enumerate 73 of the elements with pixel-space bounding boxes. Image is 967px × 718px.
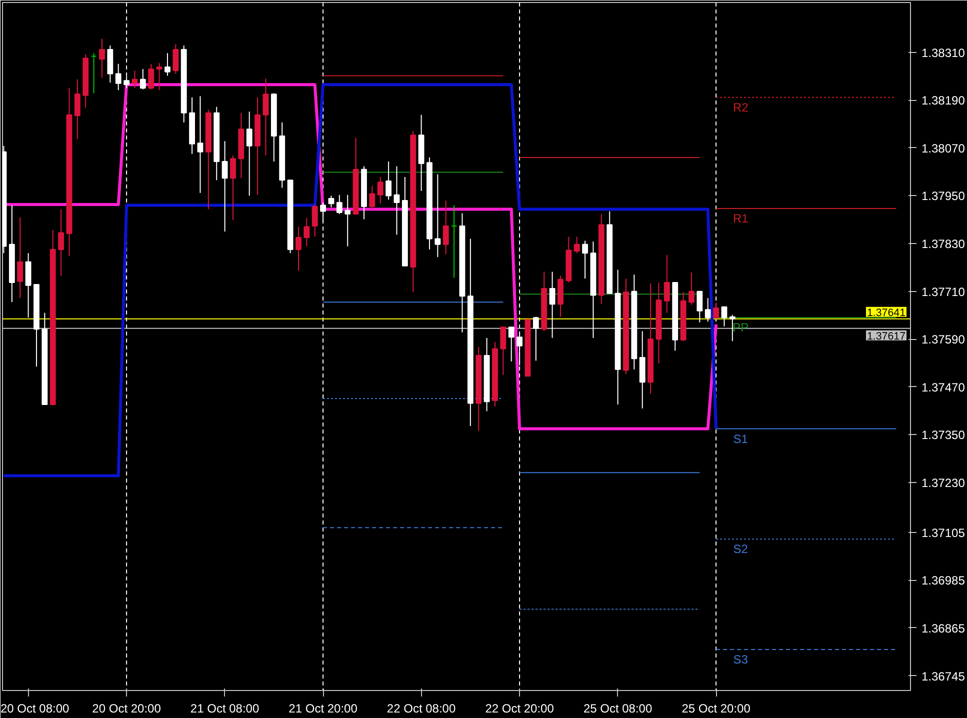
y-tick-label: 1.37470: [922, 380, 966, 394]
y-tick-label: 1.37590: [922, 332, 966, 347]
candlestick: [74, 78, 80, 140]
candlestick: [336, 194, 342, 215]
ref-line-label: 1.37617: [866, 330, 906, 342]
candlestick: [246, 111, 252, 196]
candlestick: [164, 52, 170, 76]
y-tick-label: 1.37950: [922, 189, 966, 204]
y-tick-label: 1.36865: [922, 621, 966, 636]
candlestick: [197, 96, 204, 194]
candlestick: [721, 306, 728, 327]
candlestick: [90, 52, 97, 94]
candlestick: [713, 302, 719, 320]
candlestick: [369, 185, 376, 210]
ref-line-label: 1.37641: [866, 306, 906, 319]
candlestick: [582, 240, 588, 280]
x-tick-label: 22 Oct 08:00: [386, 702, 456, 716]
candlestick: [132, 70, 138, 89]
annotation: R2: [732, 100, 749, 114]
candlestick: [344, 194, 351, 247]
candlestick: [99, 38, 105, 78]
annotation: R1: [732, 211, 749, 226]
candlestick: [574, 236, 580, 254]
candlestick: [508, 326, 514, 362]
candlestick: [172, 44, 179, 74]
y-tick-label: 1.37350: [922, 428, 966, 442]
candlestick: [664, 254, 670, 314]
candlestick: [148, 63, 154, 90]
x-tick-label: 21 Oct 20:00: [288, 702, 358, 716]
candlestick: [115, 63, 122, 91]
y-tick-label: 1.38310: [922, 46, 966, 60]
candlestick: [688, 272, 694, 306]
candlestick: [532, 316, 539, 362]
x-tick-label: 20 Oct 08:00: [0, 702, 70, 716]
annotation: S3: [733, 652, 748, 666]
candlestick: [442, 200, 449, 255]
x-tick-label: 21 Oct 08:00: [190, 702, 260, 716]
candlestick: [386, 160, 392, 200]
candlestick: [729, 314, 736, 342]
y-tick-label: 1.38070: [922, 141, 966, 156]
candlestick: [549, 271, 556, 338]
annotation: S1: [733, 432, 748, 446]
y-tick-label: 1.37105: [922, 526, 966, 540]
candlestick: [262, 78, 269, 156]
candlestick: [304, 218, 310, 247]
candlestick: [25, 252, 32, 318]
y-tick-label: 1.37830: [922, 237, 966, 252]
candlestick: [312, 204, 318, 238]
candlestick: [394, 166, 400, 236]
x-tick-label: 22 Oct 20:00: [485, 702, 554, 716]
y-tick-label: 1.37230: [922, 476, 966, 490]
candlestick: [222, 140, 228, 232]
x-tick-label: 20 Oct 20:00: [92, 702, 162, 716]
x-tick-label: 25 Oct 08:00: [583, 702, 652, 716]
candlestick: [377, 176, 384, 204]
y-tick-label: 1.36745: [922, 669, 966, 684]
candlestick: [140, 68, 146, 90]
candlestick: [58, 208, 64, 276]
candlestick: [230, 154, 236, 221]
y-tick-label: 1.38190: [922, 94, 966, 108]
candlestick: [434, 174, 441, 258]
y-tick-label: 1.36985: [922, 574, 966, 588]
annotation: S2: [733, 542, 748, 556]
candlestick: [500, 326, 506, 376]
candlestick: [696, 290, 703, 323]
candlestick: [704, 298, 711, 322]
candlestick: [328, 195, 334, 208]
candlestick: [156, 62, 162, 91]
y-tick-label: 1.37710: [922, 284, 966, 299]
candlestick: [17, 216, 24, 299]
candlestick: [296, 226, 302, 272]
candlestick: [451, 204, 457, 278]
x-tick-label: 25 Oct 20:00: [682, 702, 751, 716]
